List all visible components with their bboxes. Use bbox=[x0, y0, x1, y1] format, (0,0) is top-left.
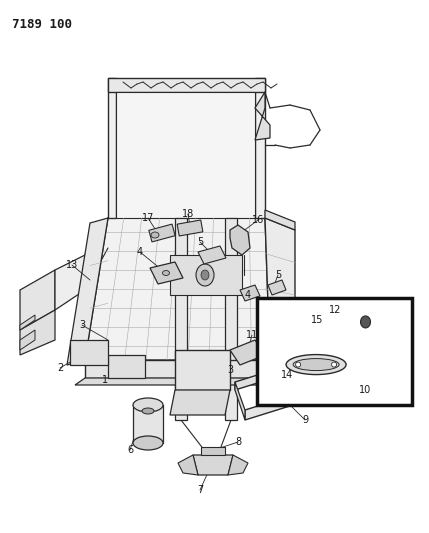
Text: 12: 12 bbox=[329, 305, 341, 315]
Text: 17: 17 bbox=[142, 213, 154, 223]
Polygon shape bbox=[20, 330, 35, 350]
Polygon shape bbox=[149, 224, 175, 242]
Text: 3: 3 bbox=[227, 365, 233, 375]
Ellipse shape bbox=[360, 316, 371, 328]
Polygon shape bbox=[255, 78, 265, 218]
Polygon shape bbox=[175, 218, 187, 420]
Polygon shape bbox=[230, 340, 265, 365]
Polygon shape bbox=[295, 298, 323, 320]
Polygon shape bbox=[395, 332, 405, 370]
Polygon shape bbox=[20, 310, 55, 355]
Polygon shape bbox=[265, 218, 295, 360]
Ellipse shape bbox=[142, 408, 154, 414]
Polygon shape bbox=[175, 350, 230, 390]
Polygon shape bbox=[235, 332, 395, 390]
Polygon shape bbox=[178, 455, 198, 475]
Polygon shape bbox=[85, 218, 270, 360]
Polygon shape bbox=[240, 285, 260, 301]
Text: 18: 18 bbox=[182, 209, 194, 219]
Ellipse shape bbox=[293, 359, 339, 370]
Text: 9: 9 bbox=[302, 415, 308, 425]
Ellipse shape bbox=[296, 362, 301, 367]
Polygon shape bbox=[245, 360, 405, 420]
Polygon shape bbox=[67, 218, 108, 365]
Text: 15: 15 bbox=[311, 315, 323, 325]
Polygon shape bbox=[228, 455, 248, 475]
Text: 10: 10 bbox=[359, 385, 371, 395]
Polygon shape bbox=[108, 355, 145, 378]
Text: 14: 14 bbox=[281, 370, 293, 380]
Polygon shape bbox=[193, 455, 233, 475]
Text: 4: 4 bbox=[137, 247, 143, 257]
Text: 4: 4 bbox=[245, 290, 251, 300]
Text: 5: 5 bbox=[275, 270, 281, 280]
Text: 16: 16 bbox=[252, 215, 264, 225]
Polygon shape bbox=[70, 340, 108, 365]
Polygon shape bbox=[255, 92, 270, 140]
Text: 7: 7 bbox=[197, 485, 203, 495]
Polygon shape bbox=[265, 210, 295, 230]
Polygon shape bbox=[108, 78, 265, 92]
Polygon shape bbox=[198, 246, 226, 264]
Polygon shape bbox=[177, 220, 203, 236]
Polygon shape bbox=[230, 225, 250, 255]
Text: 6: 6 bbox=[127, 445, 133, 455]
Ellipse shape bbox=[196, 264, 214, 286]
Ellipse shape bbox=[286, 354, 346, 375]
Text: 11: 11 bbox=[246, 330, 258, 340]
Ellipse shape bbox=[201, 270, 209, 280]
Text: 2: 2 bbox=[57, 363, 63, 373]
Polygon shape bbox=[20, 315, 35, 330]
Polygon shape bbox=[20, 270, 55, 330]
Text: 7189 100: 7189 100 bbox=[12, 18, 72, 31]
Text: 13: 13 bbox=[66, 260, 78, 270]
Ellipse shape bbox=[133, 398, 163, 412]
Polygon shape bbox=[268, 280, 286, 295]
Polygon shape bbox=[225, 218, 237, 420]
Ellipse shape bbox=[151, 232, 159, 238]
Text: 5: 5 bbox=[197, 237, 203, 247]
Polygon shape bbox=[170, 390, 230, 415]
Ellipse shape bbox=[332, 362, 337, 367]
Polygon shape bbox=[133, 405, 163, 443]
Polygon shape bbox=[235, 382, 245, 420]
Polygon shape bbox=[170, 255, 242, 295]
Polygon shape bbox=[75, 378, 280, 385]
Text: 3: 3 bbox=[79, 320, 85, 330]
Text: 1: 1 bbox=[102, 375, 108, 385]
Ellipse shape bbox=[133, 436, 163, 450]
Polygon shape bbox=[116, 92, 255, 218]
Polygon shape bbox=[55, 255, 85, 310]
Polygon shape bbox=[201, 447, 225, 455]
Ellipse shape bbox=[163, 271, 169, 276]
FancyBboxPatch shape bbox=[257, 298, 412, 405]
Polygon shape bbox=[85, 360, 270, 378]
Polygon shape bbox=[150, 262, 183, 284]
Polygon shape bbox=[108, 78, 116, 218]
Text: 8: 8 bbox=[235, 437, 241, 447]
